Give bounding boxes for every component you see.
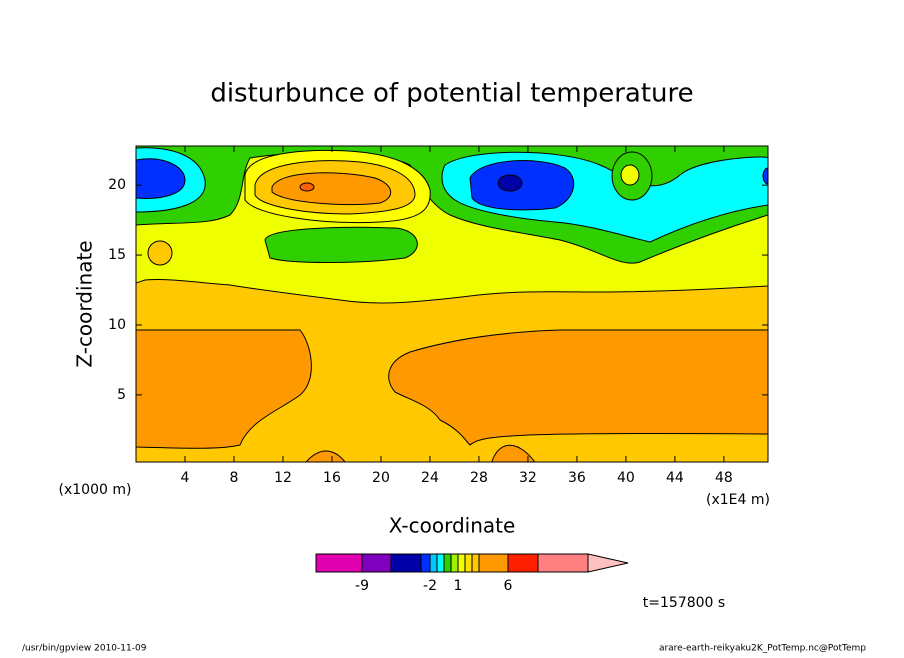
x-unit: (x1E4 m) (706, 492, 770, 508)
x-axis-label: X-coordinate (389, 514, 516, 538)
colorbar-segment (457, 553, 466, 573)
contour-field (136, 146, 768, 462)
x-tick-label: 40 (617, 470, 635, 486)
colorbar-tick-label: -9 (355, 578, 369, 594)
y-tick-label: 15 (108, 247, 126, 263)
colorbar-segment (478, 553, 509, 573)
colorbar-segment (429, 553, 438, 573)
y-tick-label: 5 (117, 387, 126, 403)
colorbar-segment (361, 553, 392, 573)
y-axis-label: Z-coordinate (73, 240, 97, 367)
x-tick-label: 36 (568, 470, 586, 486)
footer-right: arare-earth-reikyaku2K_PotTemp.nc@PotTem… (659, 644, 866, 654)
colorbar-segment (537, 553, 589, 573)
x-tick-label: 32 (519, 470, 537, 486)
colorbar-extension (587, 553, 629, 573)
colorbar-segment (315, 553, 363, 573)
colorbar-tick-label: -2 (423, 578, 437, 594)
y-tick-label: 20 (108, 177, 126, 193)
colorbar-segment (390, 553, 422, 573)
x-tick-label: 28 (470, 470, 488, 486)
x-tick-label: 16 (323, 470, 341, 486)
y-tick-label: 10 (108, 317, 126, 333)
x-tick-label: 12 (274, 470, 292, 486)
footer-left: /usr/bin/gpview 2010-11-09 (22, 644, 147, 654)
colorbar-tick-label: 1 (454, 578, 463, 594)
plot-frame (135, 145, 769, 463)
colorbar-segment (464, 553, 473, 573)
x-tick-label: 44 (666, 470, 684, 486)
x-tick-label: 20 (372, 470, 390, 486)
colorbar-segment (420, 553, 431, 573)
colorbar-tick-label: 6 (504, 578, 513, 594)
y-unit: (x1000 m) (59, 482, 132, 498)
x-tick-label: 24 (421, 470, 439, 486)
colorbar-segment (450, 553, 459, 573)
colorbar-segment (471, 553, 480, 573)
colorbar-segment (443, 553, 452, 573)
x-tick-label: 8 (230, 470, 239, 486)
colorbar-segment (436, 553, 445, 573)
x-tick-label: 4 (181, 470, 190, 486)
time-label: t=157800 s (643, 595, 725, 611)
colorbar-segment (507, 553, 539, 573)
x-tick-label: 48 (715, 470, 733, 486)
chart-title: disturbunce of potential temperature (210, 79, 693, 109)
